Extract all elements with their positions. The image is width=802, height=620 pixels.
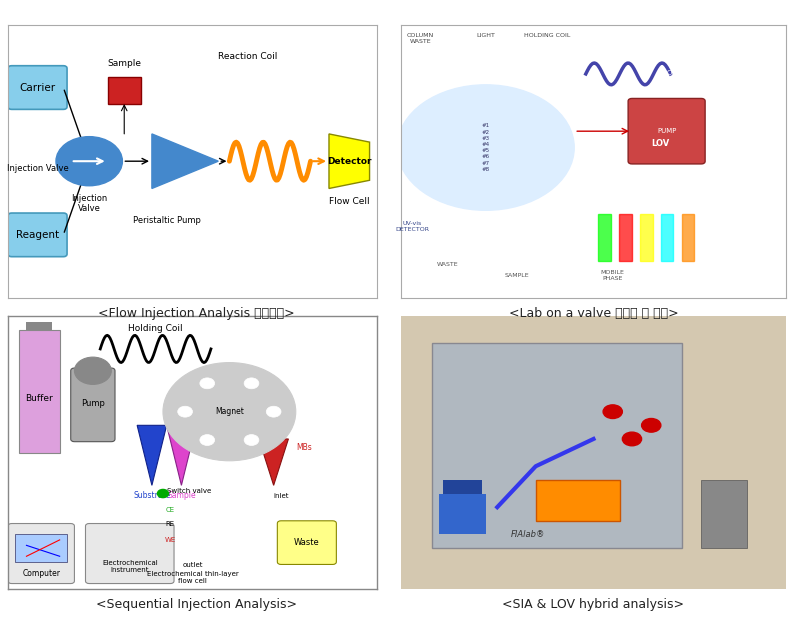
FancyBboxPatch shape (86, 523, 174, 583)
FancyBboxPatch shape (8, 66, 67, 109)
Text: #1
#2
#3
#4
#5
#6
#7
#8: #1 #2 #3 #4 #5 #6 #7 #8 (482, 123, 490, 172)
Text: PUMP: PUMP (657, 128, 676, 134)
Circle shape (200, 378, 215, 389)
Circle shape (622, 432, 642, 446)
Polygon shape (167, 425, 196, 485)
Text: COLUMN
WASTE: COLUMN WASTE (407, 33, 434, 44)
Circle shape (603, 405, 622, 418)
Bar (15, 534, 67, 562)
Text: Substrate: Substrate (133, 491, 171, 500)
Text: Holding Coil: Holding Coil (128, 324, 183, 334)
FancyBboxPatch shape (8, 523, 75, 583)
Polygon shape (439, 494, 486, 534)
Text: UV-vis
DETECTOR: UV-vis DETECTOR (395, 221, 430, 232)
Bar (598, 214, 611, 261)
Circle shape (75, 357, 111, 384)
Circle shape (244, 378, 259, 389)
Circle shape (157, 489, 168, 498)
FancyBboxPatch shape (8, 213, 67, 257)
Text: PUMP: PUMP (714, 187, 733, 193)
Circle shape (200, 435, 215, 446)
FancyBboxPatch shape (628, 99, 705, 164)
Circle shape (178, 406, 192, 417)
Bar (640, 214, 653, 261)
Text: Reagent: Reagent (16, 230, 59, 240)
Circle shape (266, 406, 281, 417)
Text: Switch valve: Switch valve (167, 488, 211, 494)
Text: FIAlab®: FIAlab® (511, 530, 545, 539)
FancyBboxPatch shape (277, 521, 336, 564)
Text: COLUMN: COLUMN (666, 69, 697, 76)
Polygon shape (259, 439, 289, 485)
Text: HOLDING COIL: HOLDING COIL (524, 33, 570, 38)
Polygon shape (137, 425, 167, 485)
Text: CE: CE (166, 507, 175, 513)
Circle shape (642, 418, 661, 432)
Text: WE: WE (164, 537, 176, 543)
Text: <SIA & LOV hybrid analysis>: <SIA & LOV hybrid analysis> (503, 598, 684, 611)
Text: <Lab on a valve 개념도 및 제품>: <Lab on a valve 개념도 및 제품> (508, 307, 678, 319)
Text: MBs: MBs (296, 443, 311, 451)
Circle shape (397, 85, 574, 210)
Bar (661, 214, 674, 261)
Text: Computer: Computer (22, 569, 60, 578)
Polygon shape (701, 480, 747, 548)
Text: Flow Cell: Flow Cell (329, 197, 370, 206)
Polygon shape (329, 134, 370, 188)
Text: WASTE: WASTE (436, 262, 458, 267)
Text: inlet: inlet (273, 494, 290, 499)
Text: LIGHT: LIGHT (476, 33, 495, 38)
Text: RE: RE (166, 521, 175, 526)
Circle shape (244, 435, 259, 446)
Text: Detector: Detector (327, 157, 371, 166)
FancyBboxPatch shape (107, 77, 141, 104)
Text: Electrochemical thin-layer
flow cell: Electrochemical thin-layer flow cell (147, 570, 238, 583)
Polygon shape (19, 330, 59, 453)
Text: Pump: Pump (81, 399, 105, 408)
Text: Peristaltic Pump: Peristaltic Pump (132, 216, 200, 225)
Bar (682, 214, 695, 261)
Bar (619, 214, 632, 261)
Text: Electrochemical
Instrument: Electrochemical Instrument (102, 560, 158, 573)
Circle shape (163, 363, 296, 461)
Text: <Flow Injection Analysis 기본개념>: <Flow Injection Analysis 기본개념> (98, 307, 295, 319)
Text: Carrier: Carrier (19, 82, 55, 92)
Text: Injection
Valve: Injection Valve (71, 194, 107, 213)
Text: Reaction Coil: Reaction Coil (218, 52, 277, 61)
Polygon shape (152, 134, 218, 188)
Text: Sample: Sample (167, 491, 196, 500)
Bar (536, 480, 621, 521)
Text: Magnet: Magnet (215, 407, 244, 416)
Text: outlet: outlet (182, 562, 203, 568)
FancyBboxPatch shape (71, 368, 115, 441)
Text: SAMPLE: SAMPLE (504, 273, 529, 278)
Polygon shape (444, 480, 482, 494)
Text: Buffer: Buffer (26, 394, 53, 402)
Text: Waste: Waste (294, 538, 320, 547)
Text: Sample: Sample (107, 60, 141, 68)
Text: Injection Valve: Injection Valve (6, 164, 68, 173)
Circle shape (56, 136, 123, 186)
Bar (431, 343, 682, 548)
Text: <Sequential Injection Analysis>: <Sequential Injection Analysis> (96, 598, 297, 611)
Bar (26, 322, 52, 330)
Text: MOBILE
PHASE: MOBILE PHASE (601, 270, 625, 281)
Text: LOV: LOV (652, 139, 670, 148)
